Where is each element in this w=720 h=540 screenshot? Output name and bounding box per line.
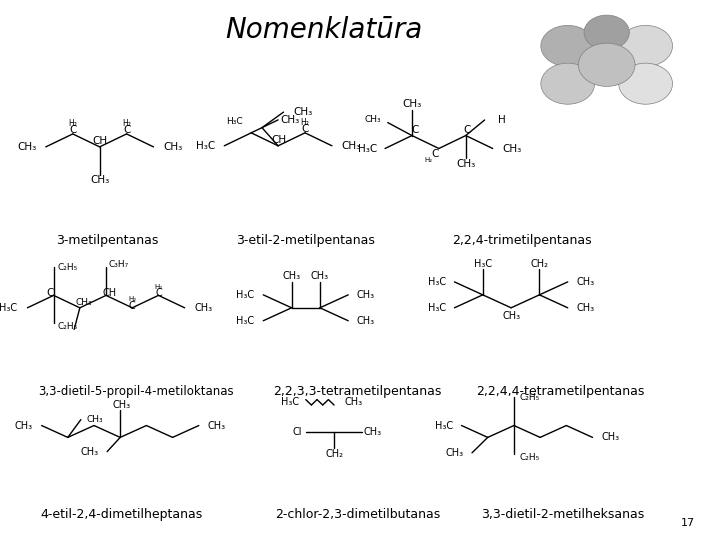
Text: C: C xyxy=(155,288,162,298)
Text: CH: CH xyxy=(271,136,287,145)
Text: C: C xyxy=(129,301,135,310)
Text: C₂H₅: C₂H₅ xyxy=(58,322,78,331)
Text: CH₃: CH₃ xyxy=(456,159,475,168)
Text: CH₃: CH₃ xyxy=(86,415,104,424)
Text: 2,2,4,4-tetrametilpentanas: 2,2,4,4-tetrametilpentanas xyxy=(477,385,645,398)
Circle shape xyxy=(541,25,595,66)
Text: CH₃: CH₃ xyxy=(17,142,36,152)
Circle shape xyxy=(578,43,635,86)
Text: C: C xyxy=(46,288,54,298)
Text: C: C xyxy=(69,125,76,134)
Text: CH₃: CH₃ xyxy=(341,141,361,151)
Text: C: C xyxy=(464,125,471,135)
Text: CH₃: CH₃ xyxy=(75,298,91,307)
Text: H₂: H₂ xyxy=(122,119,131,128)
Circle shape xyxy=(584,15,629,50)
Text: H₃C: H₃C xyxy=(0,303,17,313)
Text: 2-chlor-2,3-dimetilbutanas: 2-chlor-2,3-dimetilbutanas xyxy=(275,508,440,521)
Text: H₃C: H₃C xyxy=(196,141,215,151)
Text: H₃C: H₃C xyxy=(435,421,453,430)
Text: CH₃: CH₃ xyxy=(207,421,225,430)
Text: CH₃: CH₃ xyxy=(577,277,595,287)
Text: H: H xyxy=(498,115,506,125)
Text: 3,3-dietil-5-propil-4-metiloktanas: 3,3-dietil-5-propil-4-metiloktanas xyxy=(38,385,233,398)
Text: CH₃: CH₃ xyxy=(357,316,375,326)
Text: CH₃: CH₃ xyxy=(344,397,362,407)
Text: CH₂: CH₂ xyxy=(531,259,549,268)
Text: CH₃: CH₃ xyxy=(81,447,99,457)
Text: CH₃: CH₃ xyxy=(357,290,375,300)
Text: CH₃: CH₃ xyxy=(194,303,213,313)
Text: H₃C: H₃C xyxy=(474,259,492,268)
Text: H₃C: H₃C xyxy=(281,397,299,407)
Text: H₃C: H₃C xyxy=(236,316,255,326)
Text: CH₃: CH₃ xyxy=(601,433,619,442)
Text: H₂: H₂ xyxy=(68,119,77,128)
Text: CH₃: CH₃ xyxy=(163,142,182,152)
Text: C₃H₇: C₃H₇ xyxy=(109,260,129,268)
Text: CH₂: CH₂ xyxy=(325,449,343,458)
Text: CH₃: CH₃ xyxy=(293,107,312,117)
Text: CH₃: CH₃ xyxy=(445,448,464,458)
Text: H₂: H₂ xyxy=(300,118,310,127)
Text: CH: CH xyxy=(102,288,117,298)
Text: C₂H₅: C₂H₅ xyxy=(58,263,78,272)
Text: CH₃: CH₃ xyxy=(502,144,521,153)
Text: CH₃: CH₃ xyxy=(112,400,130,410)
Text: H₃C: H₃C xyxy=(428,277,446,287)
Text: 4-etil-2,4-dimetilheptanas: 4-etil-2,4-dimetilheptanas xyxy=(40,508,203,521)
Circle shape xyxy=(618,25,672,66)
Text: CH₃: CH₃ xyxy=(282,272,301,281)
Text: CH₃: CH₃ xyxy=(311,272,329,281)
Text: H₂: H₂ xyxy=(128,296,136,302)
Text: H₃C: H₃C xyxy=(358,144,377,153)
Text: H₃C: H₃C xyxy=(428,303,446,313)
Text: CH₃: CH₃ xyxy=(15,421,33,430)
Text: H₃C: H₃C xyxy=(236,290,255,300)
Text: H₂: H₂ xyxy=(424,157,432,164)
Circle shape xyxy=(541,63,595,104)
Text: H₃C: H₃C xyxy=(226,117,243,126)
Text: H₂: H₂ xyxy=(154,284,163,290)
Text: C: C xyxy=(302,124,309,133)
Text: Cl: Cl xyxy=(292,427,302,437)
Text: 17: 17 xyxy=(681,518,696,528)
Text: CH₃: CH₃ xyxy=(364,427,382,437)
Text: C: C xyxy=(412,125,419,135)
Text: CH₃: CH₃ xyxy=(402,99,422,109)
Text: 2,2,4-trimetilpentanas: 2,2,4-trimetilpentanas xyxy=(452,234,592,247)
Text: CH₃: CH₃ xyxy=(364,116,381,124)
Text: 3,3-dietil-2-metilheksanas: 3,3-dietil-2-metilheksanas xyxy=(481,508,644,521)
Text: CH: CH xyxy=(93,137,108,146)
Text: CH₃: CH₃ xyxy=(502,311,520,321)
Text: 2,2,3,3-tetrametilpentanas: 2,2,3,3-tetrametilpentanas xyxy=(274,385,441,398)
Text: C₂H₅: C₂H₅ xyxy=(519,393,539,402)
Text: CH₃: CH₃ xyxy=(90,176,109,185)
Text: 3-metilpentanas: 3-metilpentanas xyxy=(56,234,158,247)
Text: CH₃: CH₃ xyxy=(281,115,300,125)
Text: 3-etil-2-metilpentanas: 3-etil-2-metilpentanas xyxy=(236,234,375,247)
Text: C₂H₅: C₂H₅ xyxy=(519,454,539,462)
Text: C: C xyxy=(431,149,439,159)
Circle shape xyxy=(618,63,672,104)
Text: Nomenklatūra: Nomenklatūra xyxy=(225,16,422,44)
Text: C: C xyxy=(123,125,130,134)
Text: CH₃: CH₃ xyxy=(577,303,595,313)
